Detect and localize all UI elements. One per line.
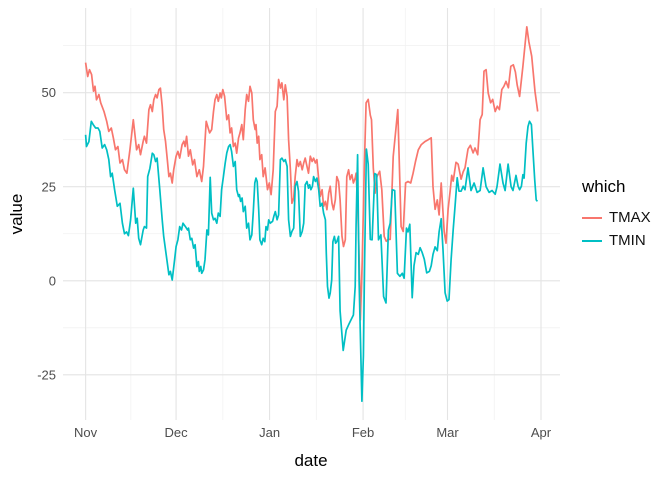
x-tick-label: Apr [531, 425, 552, 440]
y-tick-label: 0 [49, 273, 56, 288]
x-tick-label: Jan [259, 425, 280, 440]
x-tick-label: Feb [352, 425, 374, 440]
y-axis-title: value [7, 193, 26, 235]
y-tick-label: -25 [37, 367, 56, 382]
y-tick-label: 25 [42, 179, 56, 194]
legend-label-tmax: TMAX [609, 209, 651, 226]
x-tick-label: Dec [165, 425, 189, 440]
x-axis-title: date [294, 451, 328, 470]
tmin-key-line-icon [582, 239, 602, 242]
legend-item-tmax: TMAX [582, 206, 651, 229]
legend-label-tmin: TMIN [609, 232, 646, 249]
y-tick-label: 50 [42, 85, 56, 100]
x-tick-label: Mar [436, 425, 459, 440]
legend: which TMAX TMIN [582, 177, 651, 252]
x-tick-label: Nov [74, 425, 98, 440]
tmax-line [84, 25, 539, 321]
tmin-line [84, 120, 539, 403]
tmax-key-line-icon [582, 216, 602, 219]
legend-item-tmin: TMIN [582, 229, 651, 252]
legend-title: which [582, 177, 626, 196]
